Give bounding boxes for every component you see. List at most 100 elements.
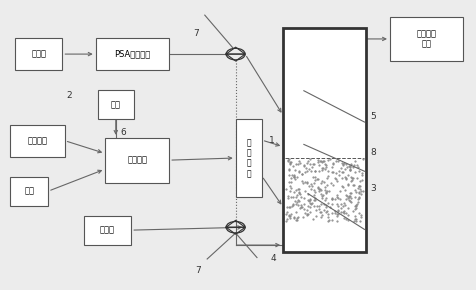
Point — [293, 218, 300, 223]
Point — [357, 188, 365, 193]
Point — [295, 187, 302, 191]
Point — [300, 163, 308, 168]
Point — [294, 198, 301, 202]
Point — [294, 162, 302, 166]
Point — [340, 211, 348, 215]
Point — [303, 213, 311, 217]
Point — [337, 165, 345, 170]
Point — [304, 192, 312, 196]
Point — [347, 199, 354, 204]
Point — [285, 214, 292, 219]
Point — [310, 197, 318, 202]
Point — [359, 157, 367, 162]
Point — [357, 192, 365, 197]
Point — [317, 202, 325, 206]
Point — [300, 196, 307, 201]
Point — [327, 204, 334, 209]
Point — [342, 197, 350, 202]
Point — [291, 199, 299, 203]
Point — [300, 202, 307, 206]
Text: 3: 3 — [370, 184, 376, 193]
Point — [323, 203, 330, 207]
Point — [307, 205, 314, 209]
Point — [297, 206, 304, 211]
Point — [335, 209, 342, 213]
Point — [346, 191, 354, 195]
Point — [293, 209, 300, 214]
Point — [285, 168, 292, 172]
Point — [332, 171, 340, 175]
Point — [285, 157, 292, 162]
Point — [289, 203, 297, 208]
Point — [295, 170, 303, 175]
Point — [304, 160, 311, 165]
Point — [317, 210, 325, 214]
Point — [304, 198, 312, 202]
Point — [314, 177, 321, 182]
Point — [350, 183, 357, 188]
Point — [336, 197, 344, 202]
Point — [323, 195, 330, 200]
Point — [334, 211, 342, 216]
Text: 一次风: 一次风 — [100, 226, 115, 235]
Point — [349, 209, 357, 213]
Point — [321, 188, 328, 193]
Point — [356, 190, 363, 195]
Point — [339, 161, 347, 166]
Point — [340, 161, 348, 166]
Point — [339, 204, 347, 209]
Point — [309, 217, 317, 222]
Point — [323, 209, 331, 213]
Point — [344, 205, 352, 210]
Point — [355, 195, 363, 200]
Point — [310, 180, 317, 185]
Point — [315, 186, 322, 191]
Point — [288, 195, 295, 200]
Point — [301, 180, 309, 184]
Point — [304, 208, 311, 212]
Point — [297, 205, 305, 209]
Point — [306, 201, 314, 205]
Point — [308, 165, 316, 169]
Point — [345, 164, 353, 168]
Point — [352, 189, 360, 194]
Point — [323, 191, 330, 195]
Point — [298, 204, 306, 209]
Point — [333, 194, 341, 199]
Point — [325, 174, 332, 178]
Point — [352, 206, 360, 211]
Point — [325, 189, 333, 194]
Point — [288, 185, 295, 190]
Point — [306, 162, 314, 166]
Point — [351, 169, 359, 174]
Point — [321, 167, 328, 171]
Point — [346, 168, 354, 172]
Point — [320, 201, 327, 206]
Point — [354, 185, 362, 190]
Point — [336, 189, 344, 194]
Point — [282, 212, 290, 217]
Point — [355, 184, 362, 188]
Point — [301, 170, 308, 174]
Point — [344, 213, 351, 218]
Point — [355, 200, 362, 204]
Text: 废液: 废液 — [111, 100, 121, 109]
Point — [327, 180, 335, 185]
Point — [338, 183, 346, 188]
Point — [312, 168, 319, 173]
Point — [286, 162, 294, 166]
Point — [316, 187, 324, 191]
Point — [287, 212, 295, 217]
Point — [296, 161, 304, 166]
Point — [346, 165, 354, 170]
Point — [309, 162, 317, 166]
Point — [339, 185, 347, 189]
Point — [307, 196, 314, 201]
Point — [317, 181, 325, 186]
Point — [343, 176, 350, 181]
Point — [341, 175, 348, 180]
Point — [294, 193, 301, 198]
Point — [299, 214, 307, 219]
Point — [335, 169, 343, 173]
Point — [316, 159, 324, 164]
